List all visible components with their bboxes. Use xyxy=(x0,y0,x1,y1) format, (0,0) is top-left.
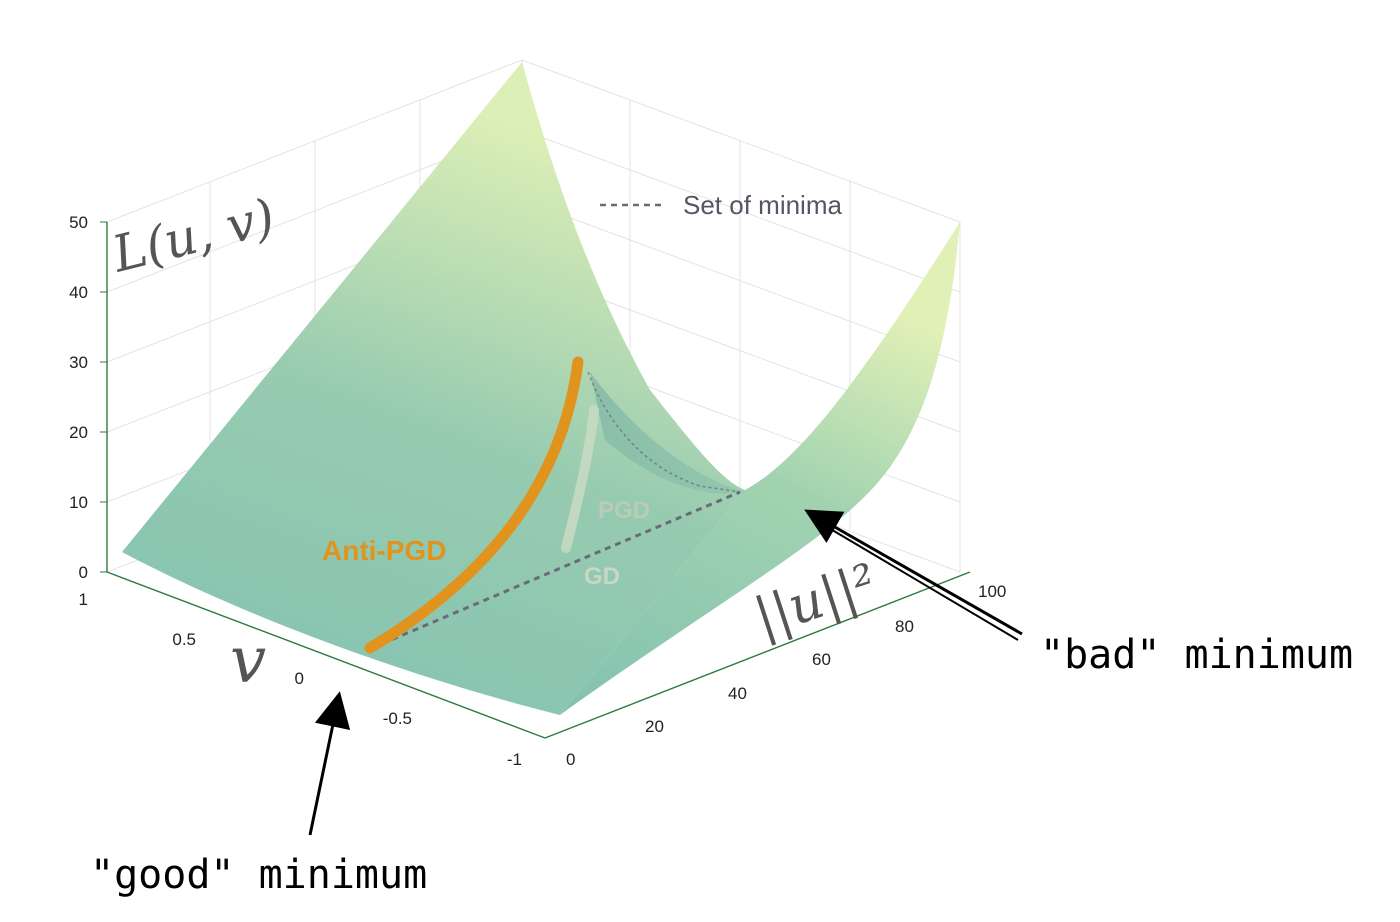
pgd-trace xyxy=(587,371,741,493)
z-tick-label: 50 xyxy=(69,213,88,232)
left-sheet xyxy=(122,62,745,715)
valley-shadow xyxy=(590,372,745,494)
gd-trajectory xyxy=(561,405,599,553)
u-tick-label: 40 xyxy=(728,684,747,703)
loss-surface xyxy=(122,62,960,715)
v-tick-label: 0.5 xyxy=(172,630,196,649)
z-axis-label: L(u, v) xyxy=(106,188,281,284)
z-tick-label: 20 xyxy=(69,423,88,442)
z-tick-label: 30 xyxy=(69,353,88,372)
z-tick-label: 0 xyxy=(79,563,88,582)
pgd-label: PGD xyxy=(598,497,650,524)
legend-label: Set of minima xyxy=(683,190,842,220)
u-tick-label: 100 xyxy=(978,582,1006,601)
u-tick-label: 20 xyxy=(645,717,664,736)
anti-pgd-trajectory xyxy=(364,356,584,654)
v-tick-label: -1 xyxy=(507,750,522,769)
anti-pgd-label: Anti-PGD xyxy=(322,535,446,566)
minima-set-line xyxy=(371,490,741,650)
z-tick-label: 10 xyxy=(69,493,88,512)
z-axis-ticks: 0 10 20 30 40 50 xyxy=(69,213,107,582)
front-axes xyxy=(106,222,971,739)
v-axis-label: v xyxy=(230,624,266,698)
legend: Set of minima xyxy=(600,190,842,220)
u-tick-label: 0 xyxy=(566,750,575,769)
right-sheet xyxy=(560,222,960,715)
bad-minimum-arrow xyxy=(804,509,1023,636)
gd-label: GD xyxy=(584,563,620,590)
v-tick-label: -0.5 xyxy=(383,709,412,728)
good-minimum-arrow xyxy=(308,691,351,836)
v-tick-label: 0 xyxy=(295,669,304,688)
v-tick-label: 1 xyxy=(79,590,88,609)
z-tick-label: 40 xyxy=(69,283,88,302)
u-axis-ticks: 0 20 40 60 80 100 xyxy=(566,582,1006,769)
v-axis-ticks: 1 0.5 0 -0.5 -1 xyxy=(79,590,522,769)
u-tick-label: 60 xyxy=(812,650,831,669)
good-minimum-label: "good" minimum xyxy=(90,852,427,898)
bad-minimum-annotation: "bad" minimum xyxy=(804,509,1353,678)
bad-minimum-label: "bad" minimum xyxy=(1040,632,1353,678)
good-minimum-annotation: "good" minimum xyxy=(90,691,427,898)
u-tick-label: 80 xyxy=(895,617,914,636)
